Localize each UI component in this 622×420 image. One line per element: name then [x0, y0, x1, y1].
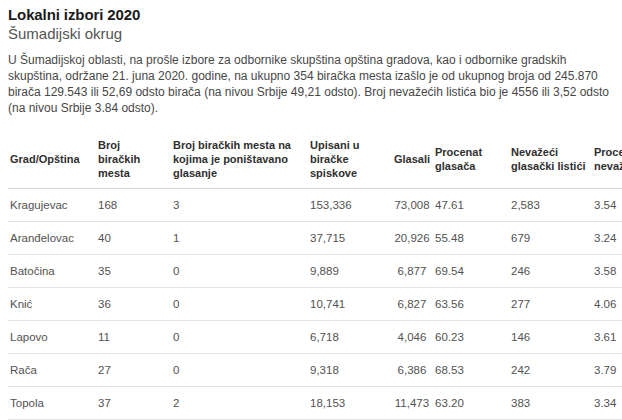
table-row: Knić36010,7416,82763.562774.06 [8, 288, 622, 321]
table-cell: 6,827 [389, 288, 435, 321]
table-head: Grad/OpštinaBroj biračkih mestaBroj bira… [8, 130, 622, 189]
table-cell: 246 [511, 255, 594, 288]
table-cell: 277 [511, 288, 594, 321]
table-cell: 3.54 [594, 189, 622, 222]
table-cell: 3.34 [594, 387, 622, 420]
table-cell: 1 [173, 222, 310, 255]
table-cell: 9,889 [310, 255, 389, 288]
table-cell: 18,153 [310, 387, 389, 420]
column-header: Nevažeći glasački listići [511, 130, 594, 189]
table-header-row: Grad/OpštinaBroj biračkih mestaBroj bira… [8, 130, 622, 189]
table-row: Topola37218,15311,47363.203833.34 [8, 387, 622, 420]
table-cell: 4.06 [594, 288, 622, 321]
table-cell: 10,741 [310, 288, 389, 321]
page: Lokalni izbori 2020 Šumadijski okrug U Š… [0, 0, 622, 420]
table-cell: 69.54 [435, 255, 511, 288]
table-row: Lapovo1106,7184,04660.231463.61 [8, 321, 622, 354]
intro-paragraph: U Šumadijskoj oblasti, na prošle izbore … [8, 52, 614, 116]
table-row: Rača2709,3186,38668.532423.79 [8, 354, 622, 387]
table-cell: 0 [173, 321, 310, 354]
table-cell: 4,046 [389, 321, 435, 354]
column-header: Procenat glasača [435, 130, 511, 189]
table-cell: Knić [8, 288, 98, 321]
table-cell: Topola [8, 387, 98, 420]
table-cell: 168 [98, 189, 173, 222]
table-cell: 68.53 [435, 354, 511, 387]
column-header: Upisani u biračke spiskove [310, 130, 389, 189]
table-cell: 63.56 [435, 288, 511, 321]
column-header: Procenat nevažećih [594, 130, 622, 189]
table-cell: 0 [173, 288, 310, 321]
column-header: Broj biračkih mesta na kojima je poništa… [173, 130, 310, 189]
page-subtitle: Šumadijski okrug [8, 25, 614, 43]
table-cell: Kragujevac [8, 189, 98, 222]
table-cell: 47.61 [435, 189, 511, 222]
table-cell: 36 [98, 288, 173, 321]
table-cell: 20,926 [389, 222, 435, 255]
table-cell: 27 [98, 354, 173, 387]
table-cell: 153,336 [310, 189, 389, 222]
table-row: Batočina3509,8896,87769.542463.58 [8, 255, 622, 288]
table-cell: Lapovo [8, 321, 98, 354]
column-header: Glasali [389, 130, 435, 189]
table-cell: 6,718 [310, 321, 389, 354]
table-cell: 2 [173, 387, 310, 420]
table-cell: Batočina [8, 255, 98, 288]
table-cell: 3 [173, 189, 310, 222]
table-cell: 0 [173, 255, 310, 288]
table-cell: 73,008 [389, 189, 435, 222]
table-cell: 40 [98, 222, 173, 255]
table-cell: 35 [98, 255, 173, 288]
column-header: Grad/Opština [8, 130, 98, 189]
table-cell: 242 [511, 354, 594, 387]
table-cell: 11 [98, 321, 173, 354]
table-cell: 6,386 [389, 354, 435, 387]
table-cell: 3.79 [594, 354, 622, 387]
table-cell: 55.48 [435, 222, 511, 255]
table-cell: 146 [511, 321, 594, 354]
table-cell: 11,473 [389, 387, 435, 420]
table-row: Aranđelovac40137,71520,92655.486793.24 [8, 222, 622, 255]
table-cell: Aranđelovac [8, 222, 98, 255]
page-title: Lokalni izbori 2020 [8, 5, 614, 24]
table-cell: 3.24 [594, 222, 622, 255]
table-cell: 3.61 [594, 321, 622, 354]
table-cell: 6,877 [389, 255, 435, 288]
table-body: Kragujevac1683153,33673,00847.612,5833.5… [8, 189, 622, 420]
table-cell: 9,318 [310, 354, 389, 387]
table-cell: Rača [8, 354, 98, 387]
table-row: Kragujevac1683153,33673,00847.612,5833.5… [8, 189, 622, 222]
table-cell: 3.58 [594, 255, 622, 288]
table-cell: 679 [511, 222, 594, 255]
table-cell: 63.20 [435, 387, 511, 420]
table-cell: 2,583 [511, 189, 594, 222]
table-cell: 37 [98, 387, 173, 420]
table-cell: 60.23 [435, 321, 511, 354]
table-cell: 0 [173, 354, 310, 387]
table-cell: 383 [511, 387, 594, 420]
column-header: Broj biračkih mesta [98, 130, 173, 189]
results-table: Grad/OpštinaBroj biračkih mestaBroj bira… [8, 130, 622, 420]
table-cell: 37,715 [310, 222, 389, 255]
